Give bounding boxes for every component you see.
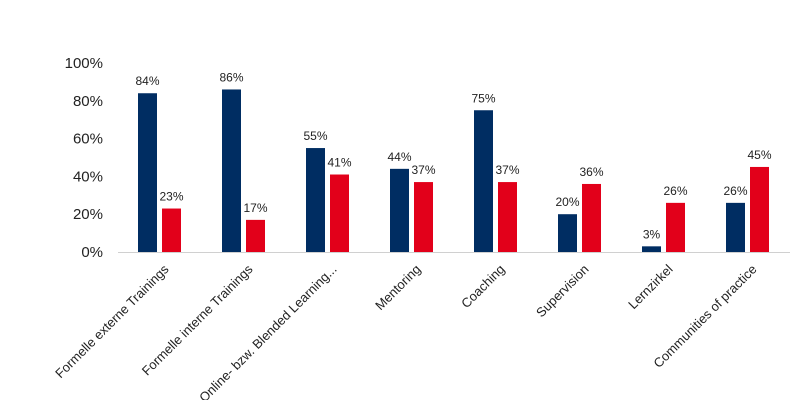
bar-series-1-1 bbox=[222, 89, 241, 253]
x-tick-label: Coaching bbox=[458, 262, 507, 311]
bar-series-1-5 bbox=[558, 214, 577, 252]
y-tick-label: 60% bbox=[73, 131, 103, 148]
bar-series-2-4 bbox=[498, 182, 517, 252]
bar-series-2-3 bbox=[414, 182, 433, 252]
bar-series-2-0 bbox=[162, 208, 181, 252]
y-tick-label: 20% bbox=[73, 206, 103, 223]
data-label: 75% bbox=[471, 91, 495, 105]
data-label: 26% bbox=[723, 184, 747, 198]
data-label: 37% bbox=[495, 163, 519, 177]
data-label: 45% bbox=[747, 148, 771, 162]
data-label: 84% bbox=[135, 74, 159, 88]
x-tick-label: Online- bzw. Blended Learning... bbox=[196, 262, 339, 400]
bar-series-1-2 bbox=[306, 148, 325, 252]
x-tick-label: Mentoring bbox=[372, 262, 423, 313]
bars bbox=[138, 89, 769, 253]
data-label: 55% bbox=[303, 129, 327, 143]
bar-series-1-7 bbox=[726, 202, 745, 252]
data-label: 23% bbox=[159, 190, 183, 204]
bar-series-2-6 bbox=[666, 202, 685, 252]
data-label: 41% bbox=[327, 156, 351, 170]
data-labels: 84%23%86%17%55%41% 44%37%75%37%20%36%3%26… bbox=[135, 70, 771, 241]
y-tick-label: 40% bbox=[73, 168, 103, 185]
x-tick-label: Lernzirkel bbox=[625, 261, 676, 312]
data-label: 86% bbox=[219, 70, 243, 84]
data-label: 36% bbox=[579, 165, 603, 179]
data-label: 37% bbox=[411, 163, 435, 177]
y-axis: 0% 20% 40% 60% 80% 100% bbox=[65, 55, 103, 261]
data-label: 26% bbox=[663, 184, 687, 198]
y-tick-label: 80% bbox=[73, 93, 103, 110]
data-label: 3% bbox=[643, 227, 661, 241]
x-tick-label: Supervision bbox=[533, 262, 592, 321]
bar-series-1-0 bbox=[138, 93, 157, 253]
data-label: 17% bbox=[243, 201, 267, 215]
y-tick-label: 100% bbox=[65, 55, 103, 72]
bar-series-1-6 bbox=[642, 246, 661, 252]
data-label: 44% bbox=[387, 150, 411, 164]
bar-series-2-5 bbox=[582, 183, 601, 252]
bar-series-1-4 bbox=[474, 110, 493, 252]
data-label: 20% bbox=[555, 195, 579, 209]
bar-series-2-7 bbox=[750, 166, 769, 252]
bar-series-1-3 bbox=[390, 168, 409, 252]
bar-series-2-2 bbox=[330, 174, 349, 252]
bar-series-2-1 bbox=[246, 219, 265, 252]
y-tick-label: 0% bbox=[81, 244, 103, 261]
